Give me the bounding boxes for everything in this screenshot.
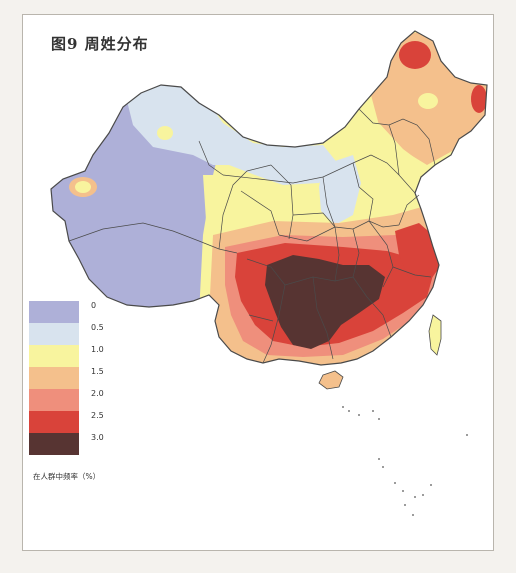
legend-label: 1.0 — [91, 345, 104, 354]
south-sea-islands — [342, 406, 468, 516]
legend-swatch-0 — [29, 301, 79, 323]
islands — [318, 314, 442, 390]
legend-label: 0 — [91, 301, 97, 310]
legend-label: 3.0 — [91, 433, 104, 442]
legend-swatch-1.5 — [29, 367, 79, 389]
province-borders — [68, 108, 436, 364]
china-outline — [50, 30, 488, 366]
legend-swatch-2.0 — [29, 389, 79, 411]
legend-label: 2.5 — [91, 411, 104, 420]
legend-label: 2.0 — [91, 389, 104, 398]
legend-caption: 在人群中频率（%） — [33, 472, 101, 481]
legend-label: 1.5 — [91, 367, 104, 376]
figure-frame: 图9 周姓分布 — [22, 14, 494, 551]
figure-title: 图9 周姓分布 — [51, 35, 149, 53]
legend-swatch-3.0 — [29, 433, 79, 455]
legend-label: 0.5 — [91, 323, 104, 332]
legend-swatch-1.0 — [29, 345, 79, 367]
china-map — [50, 30, 488, 516]
legend-swatch-2.5 — [29, 411, 79, 433]
legend-swatch-0.5 — [29, 323, 79, 345]
